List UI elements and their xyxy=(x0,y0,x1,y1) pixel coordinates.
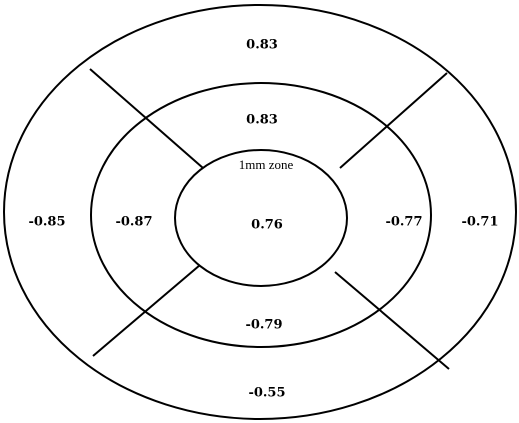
divider-lower-left xyxy=(92,264,201,357)
divider-lower-right xyxy=(334,271,450,370)
center-zone-value: 0.76 xyxy=(251,218,283,233)
inner-inferior-value: -0.79 xyxy=(245,318,282,333)
inner-ring-outline xyxy=(90,82,432,348)
inner-superior-value: 0.83 xyxy=(246,113,278,128)
divider-upper-left xyxy=(89,68,204,169)
center-zone-outline xyxy=(174,149,348,287)
outer-right-value: -0.71 xyxy=(461,215,498,230)
outer-superior-value: 0.83 xyxy=(246,38,278,53)
divider-upper-right xyxy=(339,72,448,169)
outer-left-value: -0.85 xyxy=(28,215,65,230)
outer-inferior-value: -0.55 xyxy=(248,386,285,401)
outer-ring-outline xyxy=(3,4,517,420)
inner-right-value: -0.77 xyxy=(385,215,422,230)
center-zone-label: 1mm zone xyxy=(239,157,294,172)
inner-left-value: -0.87 xyxy=(115,215,152,230)
